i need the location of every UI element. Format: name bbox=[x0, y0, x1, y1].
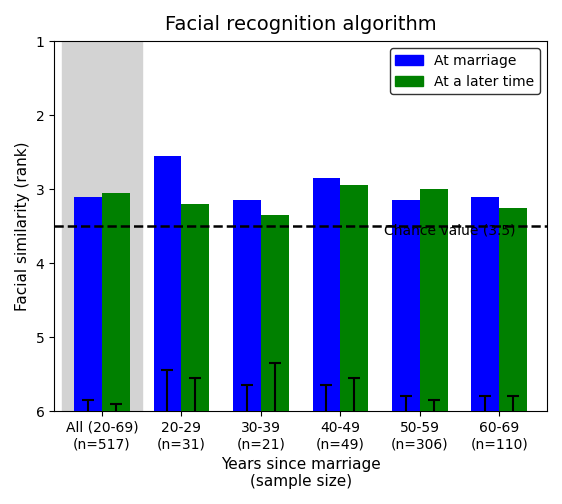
Legend: At marriage, At a later time: At marriage, At a later time bbox=[390, 48, 540, 94]
Bar bbox=[153, 156, 182, 411]
Bar bbox=[261, 215, 289, 411]
X-axis label: Years since marriage
(sample size): Years since marriage (sample size) bbox=[221, 457, 380, 489]
Bar bbox=[62, 41, 142, 411]
Y-axis label: Facial similarity (rank): Facial similarity (rank) bbox=[15, 141, 30, 311]
Bar bbox=[392, 200, 420, 411]
Bar bbox=[472, 197, 499, 411]
Bar bbox=[312, 178, 341, 411]
Text: Chance value (3.5): Chance value (3.5) bbox=[384, 224, 515, 238]
Bar bbox=[182, 204, 209, 411]
Bar bbox=[341, 185, 368, 411]
Bar bbox=[233, 200, 261, 411]
Title: Facial recognition algorithm: Facial recognition algorithm bbox=[165, 15, 436, 34]
Bar bbox=[102, 193, 130, 411]
Bar bbox=[420, 189, 448, 411]
Bar bbox=[74, 197, 102, 411]
Bar bbox=[499, 208, 527, 411]
